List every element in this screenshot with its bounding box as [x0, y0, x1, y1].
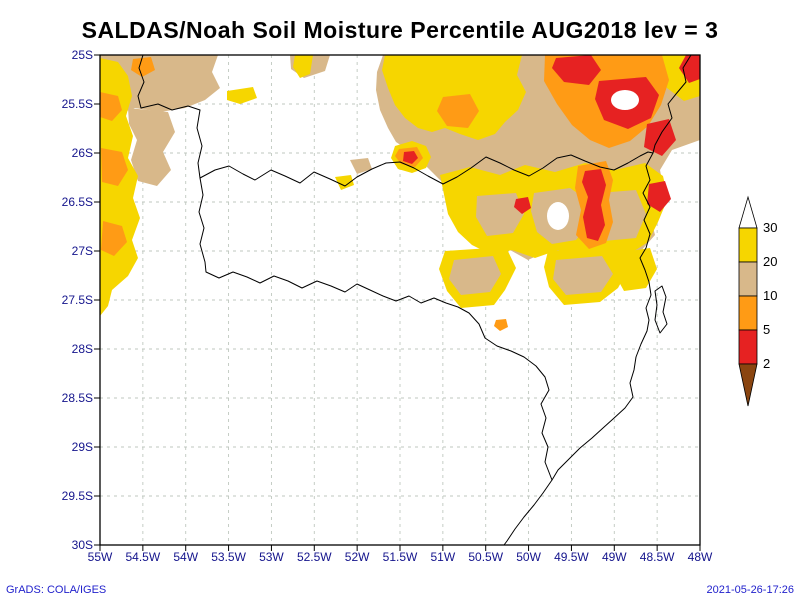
- y-axis-tick-label: 26.5S: [62, 195, 93, 209]
- y-axis-tick-label: 27S: [72, 244, 93, 258]
- map-boundaries: [137, 54, 692, 546]
- y-axis-tick-label: 29.5S: [62, 489, 93, 503]
- white-hole: [547, 202, 569, 230]
- legend-labels: 30 20 10 5 2: [763, 220, 777, 371]
- orange-region: [101, 148, 128, 186]
- island-outline: [654, 285, 668, 334]
- x-axis-tick-label: 48W: [688, 550, 713, 564]
- legend-arrow-top: [738, 195, 758, 229]
- grads-credit: GrADS: COLA/IGES: [6, 584, 106, 596]
- color-key: [738, 195, 758, 407]
- red-region-bullseye-center: [403, 151, 418, 164]
- legend-segment-10-20: [738, 261, 758, 297]
- x-axis-tick-label: 49W: [602, 550, 627, 564]
- legend-value-label: 5: [763, 322, 770, 337]
- red-region: [552, 55, 601, 85]
- tan-region: [128, 108, 175, 186]
- legend-segment-5-10: [738, 295, 758, 331]
- state-border-north: [199, 151, 654, 187]
- y-axis-tick-label: 26S: [72, 146, 93, 160]
- y-axis-tick-label: 25.5S: [62, 97, 93, 111]
- y-axis-tick-label: 28.5S: [62, 391, 93, 405]
- axis-ticks: [94, 54, 701, 551]
- legend-value-label: 30: [763, 220, 777, 235]
- x-axis-tick-label: 50W: [516, 550, 541, 564]
- red-region: [582, 169, 606, 241]
- x-axis-tick-label: 55W: [88, 550, 113, 564]
- x-axis-tick-label: 49.5W: [554, 550, 589, 564]
- river-border-line: [140, 103, 201, 111]
- yellow-region: [613, 248, 657, 291]
- y-axis-tick-label: 30S: [72, 538, 93, 552]
- legend-value-label: 2: [763, 356, 770, 371]
- red-region: [679, 55, 700, 83]
- orange-region: [101, 221, 127, 256]
- tan-region: [350, 158, 372, 174]
- red-region: [514, 197, 531, 214]
- x-axis-tick-label: 54.5W: [126, 550, 161, 564]
- red-region: [647, 181, 671, 212]
- legend-segment-20-30: [738, 227, 758, 263]
- state-border-west-south: [198, 177, 553, 481]
- x-axis-tick-label: 48.5W: [640, 550, 675, 564]
- x-axis-tick-label: 53.5W: [211, 550, 246, 564]
- legend-value-label: 20: [763, 254, 777, 269]
- orange-region: [437, 94, 479, 128]
- x-axis-tick-label: 51W: [431, 550, 456, 564]
- fill-regions-gt30-holes: [547, 90, 639, 230]
- tan-region: [553, 256, 613, 295]
- coastline: [503, 54, 692, 546]
- orange-region: [131, 57, 155, 77]
- timestamp: 2021-05-26-17:26: [707, 584, 794, 596]
- x-axis-tick-label: 50.5W: [468, 550, 503, 564]
- chart-title: SALDAS/Noah Soil Moisture Percentile AUG…: [82, 17, 719, 43]
- orange-region: [100, 92, 122, 121]
- y-axis-tick-label: 28S: [72, 342, 93, 356]
- white-hole: [611, 90, 639, 110]
- tan-region: [476, 193, 524, 236]
- x-axis-tick-label: 53W: [259, 550, 284, 564]
- x-axis-tick-label: 52.5W: [297, 550, 332, 564]
- legend-segment-2-5: [738, 329, 758, 365]
- x-axis-tick-label: 52W: [345, 550, 370, 564]
- yellow-region: [293, 55, 313, 78]
- legend-value-label: 10: [763, 288, 777, 303]
- y-axis-tick-label: 27.5S: [62, 293, 93, 307]
- orange-region: [494, 319, 508, 331]
- y-axis-tick-label: 29S: [72, 440, 93, 454]
- yellow-region: [227, 87, 257, 104]
- legend-arrow-bottom: [738, 363, 758, 407]
- fill-regions-2-5: [403, 55, 700, 241]
- river-border-line: [137, 54, 145, 109]
- axis-labels: 55W 54.5W 54W 53.5W 53W 52.5W 52W 51.5W 51W 50.5W…: [62, 48, 713, 564]
- river-border-line: [196, 109, 203, 179]
- yellow-region: [335, 175, 354, 190]
- red-region: [644, 119, 676, 156]
- y-axis-tick-label: 25S: [72, 48, 93, 62]
- x-axis-tick-label: 54W: [173, 550, 198, 564]
- x-axis-tick-label: 51.5W: [383, 550, 418, 564]
- tan-region: [449, 256, 501, 295]
